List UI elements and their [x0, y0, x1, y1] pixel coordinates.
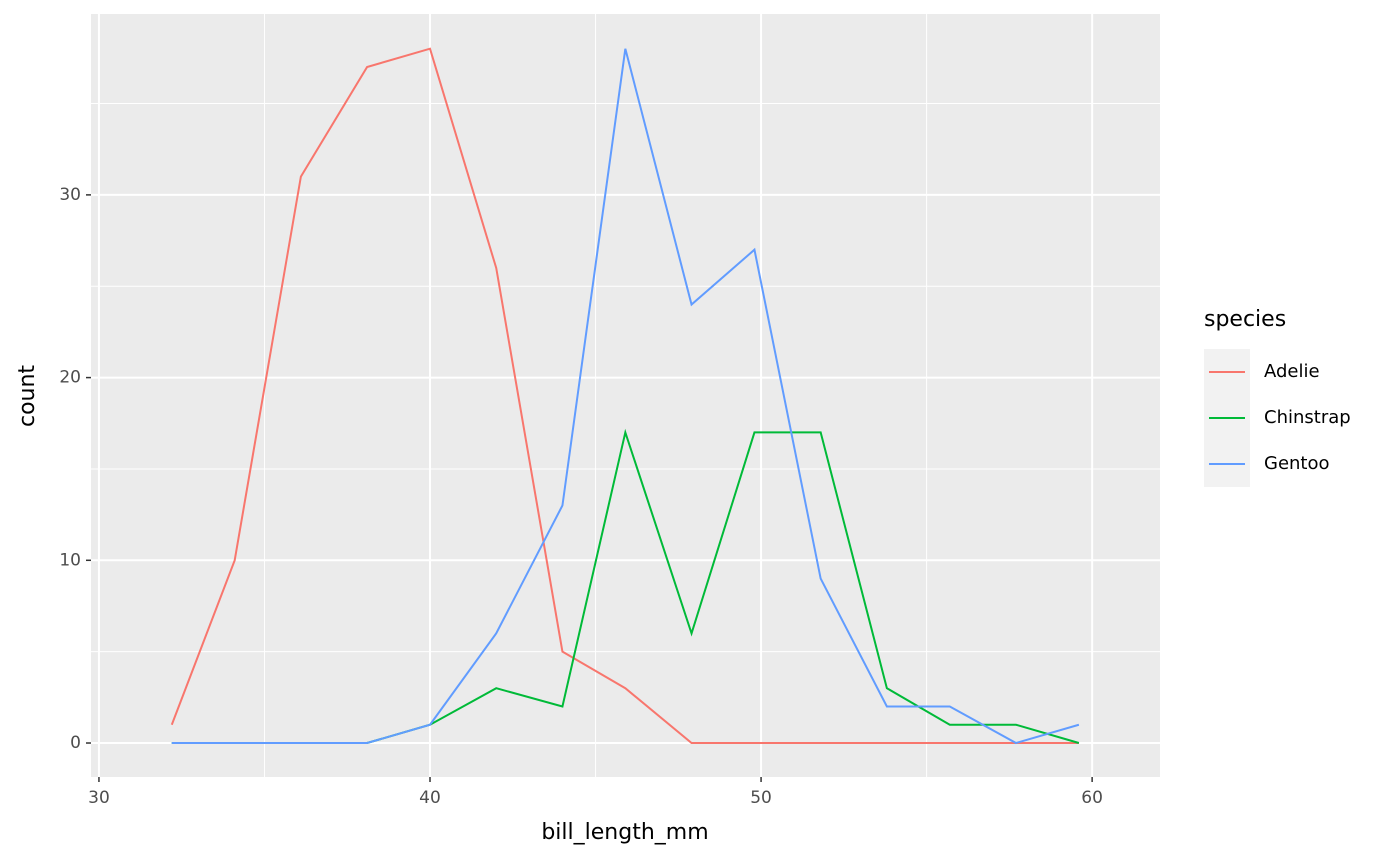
legend-label: Chinstrap	[1264, 407, 1351, 428]
x-axis-title: bill_length_mm	[541, 820, 708, 845]
y-tick-label: 30	[59, 185, 81, 205]
data-line	[171, 48, 1080, 745]
panel	[91, 14, 1160, 777]
x-tick-label: 50	[750, 788, 772, 808]
legend-label: Adelie	[1264, 361, 1320, 382]
x-tick-label: 30	[88, 788, 110, 808]
legend-label: Gentoo	[1264, 453, 1330, 474]
y-tick-label: 0	[70, 733, 81, 753]
y-tick-label: 10	[59, 550, 81, 570]
y-axis-title: count	[15, 365, 40, 427]
x-tick-label: 40	[419, 788, 441, 808]
x-tick-label: 60	[1081, 788, 1103, 808]
legend-title: species	[1204, 307, 1286, 332]
y-tick-label: 20	[59, 368, 81, 388]
data-line	[170, 47, 1079, 745]
